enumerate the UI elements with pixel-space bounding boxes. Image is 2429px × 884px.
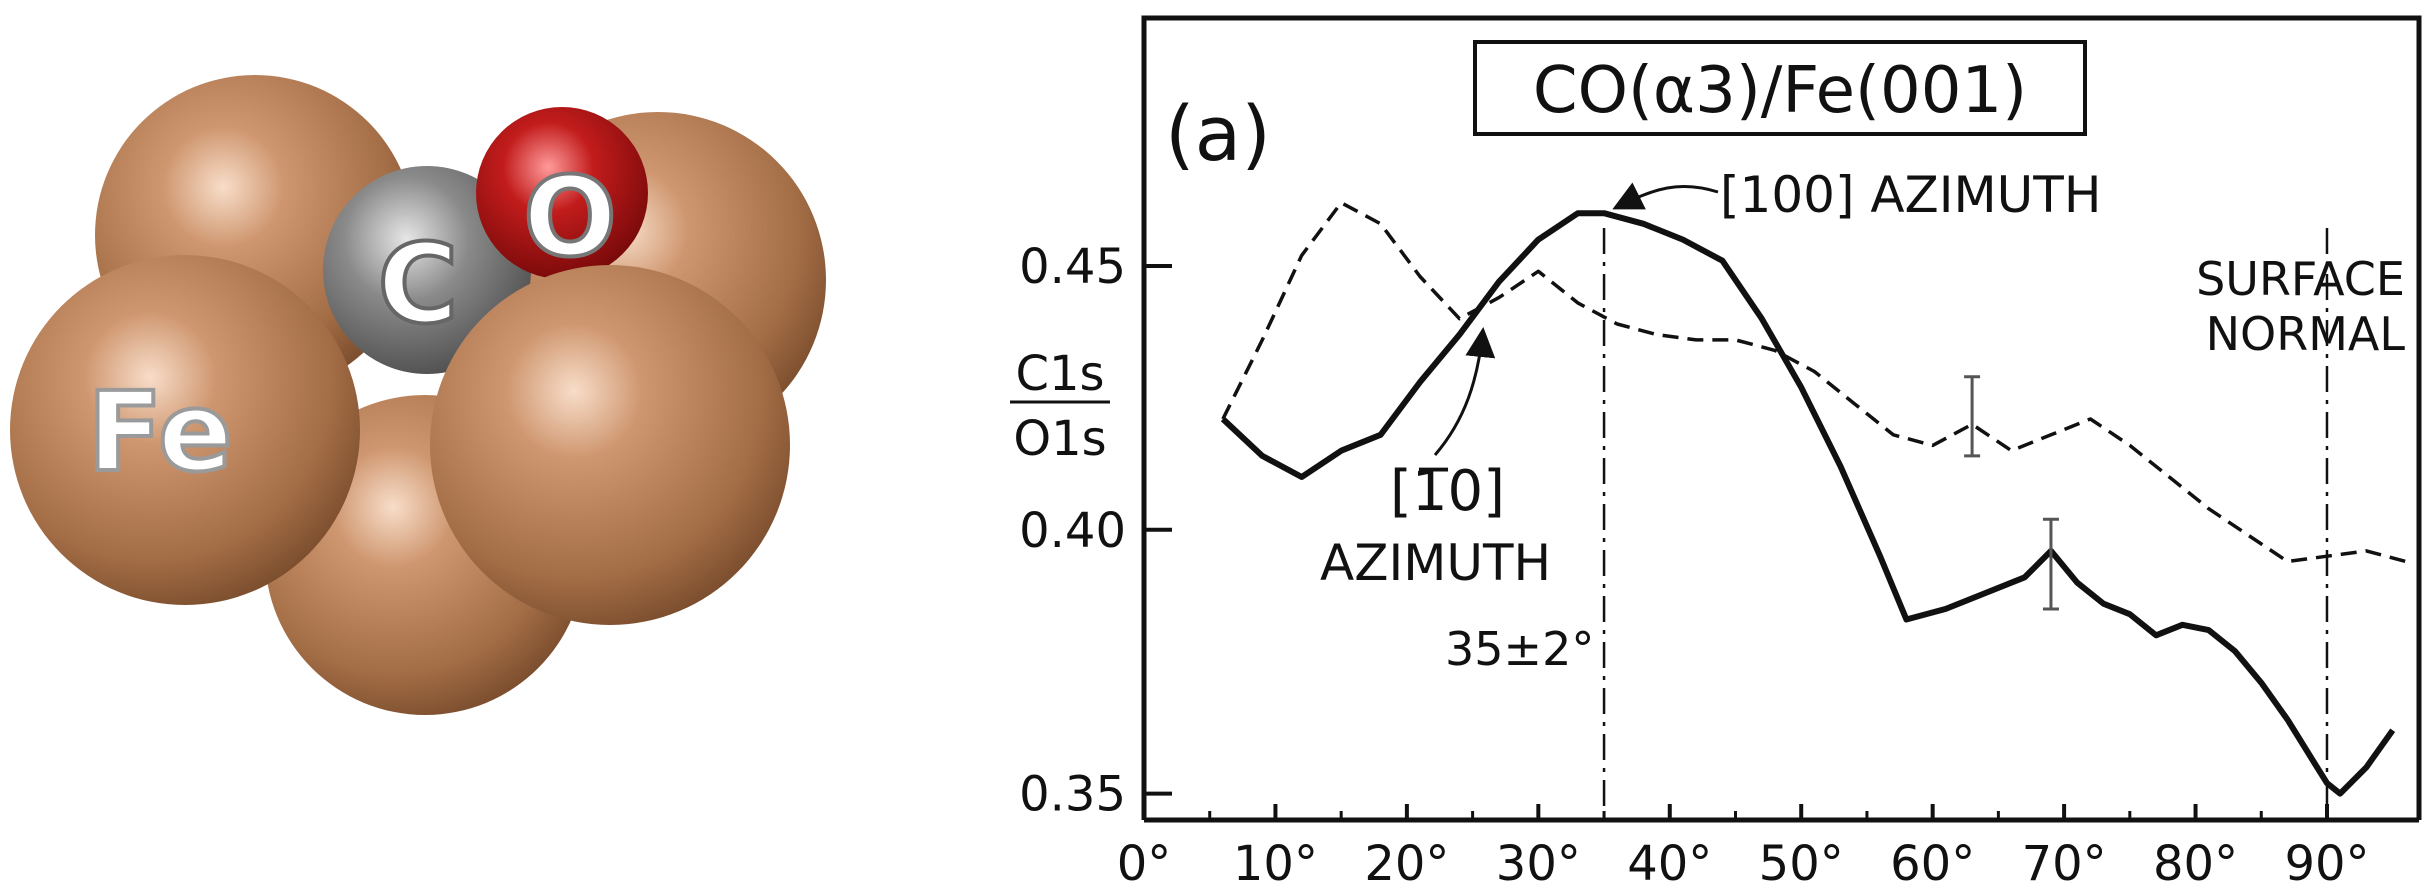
y-axis-ticks: 0.35 0.40 0.45 xyxy=(1019,239,1172,823)
x-tick-label: 60° xyxy=(1890,836,1975,884)
annotation-surface: SURFACE xyxy=(2196,252,2405,306)
molecule-model: Fe C O xyxy=(10,75,826,715)
c-label: C xyxy=(378,220,459,348)
error-bars xyxy=(1964,375,2059,611)
annotation-normal: NORMAL xyxy=(2206,307,2406,361)
x-tick-label: 30° xyxy=(1496,836,1581,884)
x-tick-label: 40° xyxy=(1627,836,1712,884)
x-tick-label: 70° xyxy=(2022,836,2107,884)
arrow-azimuth-100 xyxy=(1612,182,1719,210)
series-line-solid xyxy=(1220,210,2396,797)
annotation-azimuth-100: [100] AZIMUTH xyxy=(1720,166,2101,224)
fe-atom-front-right xyxy=(430,265,790,625)
xps-ratio-chart: 0° 10° 20° 30° 40° 50° 60° 70° 80° 90° 0.350.400.… xyxy=(1010,15,2422,884)
annotation-angle: 35±2° xyxy=(1445,622,1594,676)
x-tick-label: 80° xyxy=(2153,836,2238,884)
title-box xyxy=(1473,40,2087,136)
plot-frame xyxy=(1141,15,2422,820)
annotation-azimuth-110: [1̅0] xyxy=(1390,459,1505,524)
data-series xyxy=(1220,200,2407,797)
arrow-azimuth-110 xyxy=(1433,327,1496,456)
x-tick-label: 20° xyxy=(1364,836,1449,884)
x-tick-label: 50° xyxy=(1759,836,1844,884)
fe-atom-left xyxy=(10,255,360,605)
x-tick-label: 90° xyxy=(2284,836,2369,884)
reference-lines xyxy=(1602,228,2329,820)
error-bar xyxy=(2042,517,2059,611)
y-tick-label: 0.45 xyxy=(1019,239,1126,295)
y-tick-label: 0.40 xyxy=(1019,503,1126,559)
annotation-azimuth-110-label: AZIMUTH xyxy=(1320,534,1551,592)
fe-label: Fe xyxy=(87,368,232,496)
series-line-dashed xyxy=(1221,200,2407,564)
x-tick-label: 10° xyxy=(1233,836,1318,884)
panel-label: (a) xyxy=(1165,89,1271,178)
x-tick-label: 0° xyxy=(1117,836,1172,884)
chart-title: CO(α3)/Fe(001) xyxy=(1533,54,2027,128)
y-label-bottom: O1s xyxy=(1013,411,1106,467)
error-bar xyxy=(1964,375,1981,458)
o-atom xyxy=(476,107,648,279)
o-label: O xyxy=(523,153,617,281)
y-tick-label: 0.35 xyxy=(1019,767,1126,823)
y-label-top: C1s xyxy=(1015,346,1104,402)
x-axis-ticks: 0° 10° 20° 30° 40° 50° 60° 70° 80° 90° xyxy=(1117,804,2370,884)
